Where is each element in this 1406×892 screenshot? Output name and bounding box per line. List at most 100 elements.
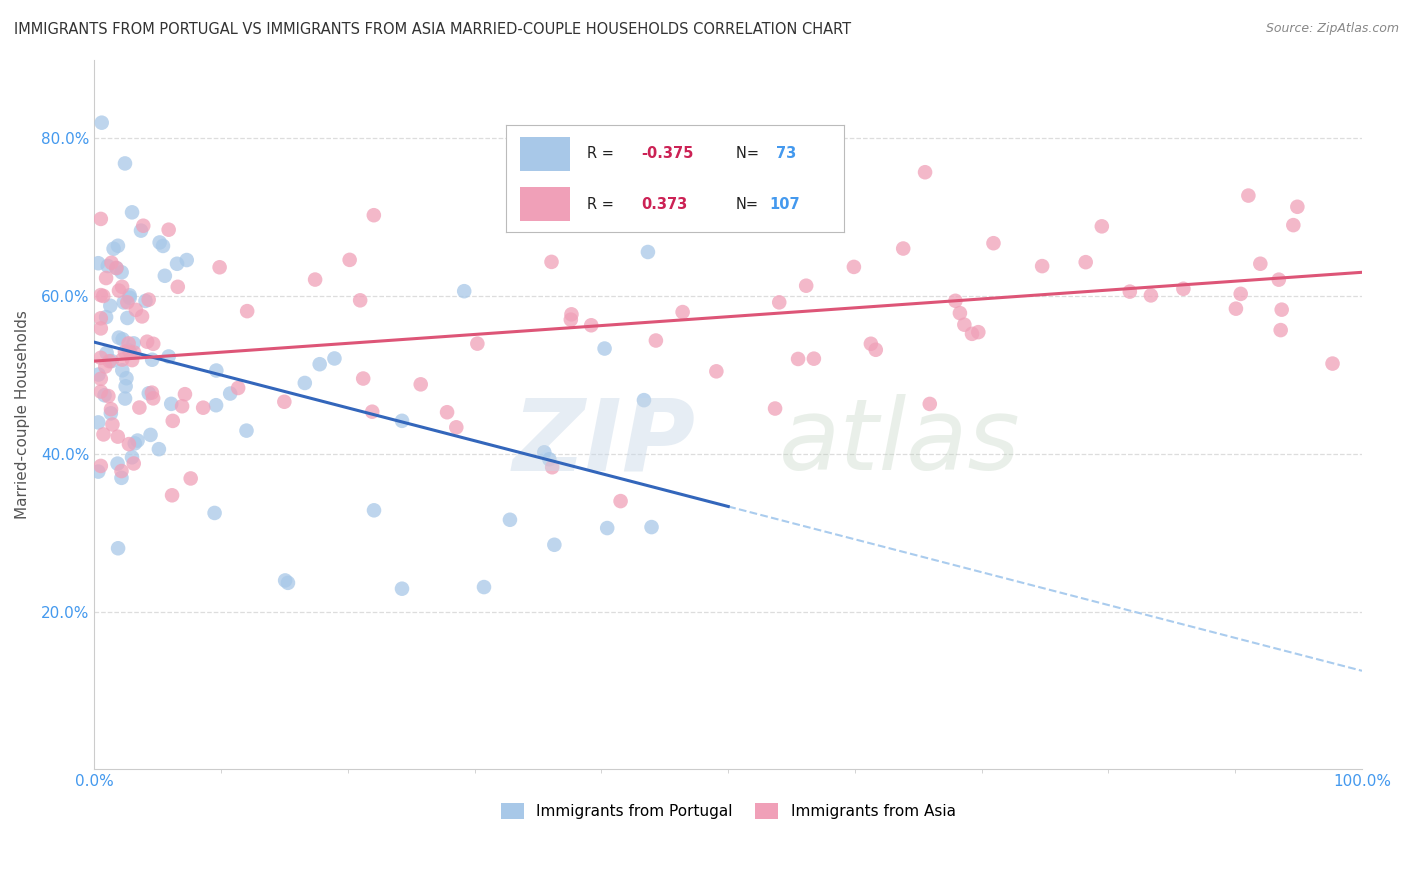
Point [560,312,582,326]
FancyBboxPatch shape [520,136,571,171]
Point [294,376,316,390]
Point [208,260,231,275]
Point [949,306,972,320]
Point [90,458,112,473]
Point [90,288,112,302]
Point [361,405,384,419]
Point [180,471,202,485]
Point [1249,257,1271,271]
Point [90,384,112,399]
Point [162,414,184,428]
Point [90,372,112,386]
Point [391,582,413,596]
Point [118,288,141,302]
Point [97,389,120,403]
Point [96,346,118,360]
Point [323,351,346,366]
Point [166,257,188,271]
Point [103,242,125,256]
Point [111,332,134,346]
Point [149,235,172,250]
Point [93,427,115,442]
Point [1074,255,1097,269]
Text: 107: 107 [769,196,800,211]
Point [110,464,132,478]
Point [111,352,134,367]
Text: ZIP: ZIP [513,394,696,491]
Point [91,289,114,303]
Point [114,344,136,359]
Point [122,336,145,351]
Point [118,291,141,305]
Point [125,302,148,317]
Point [304,272,326,286]
Point [166,280,188,294]
Point [472,580,495,594]
Point [138,293,160,307]
Point [100,402,122,417]
Point [193,401,215,415]
Point [114,392,136,406]
Point [153,268,176,283]
Point [914,165,936,179]
Point [918,397,941,411]
Point [205,363,228,377]
Point [1282,218,1305,232]
Point [117,310,139,325]
Point [141,352,163,367]
Point [117,295,139,310]
Point [141,385,163,400]
Point [672,305,695,319]
Point [1173,282,1195,296]
Point [107,457,129,471]
Point [363,208,385,222]
Point [609,494,631,508]
Point [713,209,735,223]
Point [219,386,242,401]
Point [100,354,122,368]
Point [148,442,170,457]
Text: N=: N= [735,146,763,161]
Point [101,417,124,432]
Point [121,353,143,368]
Point [794,278,817,293]
Text: R =: R = [588,196,623,211]
Point [593,342,616,356]
Point [436,405,458,419]
Point [953,318,976,332]
Point [157,350,180,364]
Point [1140,288,1163,302]
Y-axis label: Married-couple Households: Married-couple Households [15,310,30,519]
Point [637,245,659,260]
Point [122,345,145,359]
Point [160,488,183,502]
Point [1225,301,1247,316]
Point [640,520,662,534]
Point [891,242,914,256]
Point [121,205,143,219]
Point [446,420,468,434]
Point [97,259,120,273]
Point [1229,286,1251,301]
Point [121,450,143,465]
Point [118,437,141,451]
Point [865,343,887,357]
Point [174,387,197,401]
Text: R =: R = [588,146,619,161]
Point [136,334,159,349]
Point [87,465,110,479]
Point [983,236,1005,251]
Point [110,471,132,485]
Point [1286,200,1309,214]
Point [453,284,475,298]
Point [157,223,180,237]
Point [90,211,112,226]
Point [1271,302,1294,317]
Point [273,394,295,409]
Point [94,359,117,374]
Point [98,299,121,313]
Point [763,194,786,209]
Point [87,256,110,270]
Point [90,351,112,365]
Point [111,265,134,279]
